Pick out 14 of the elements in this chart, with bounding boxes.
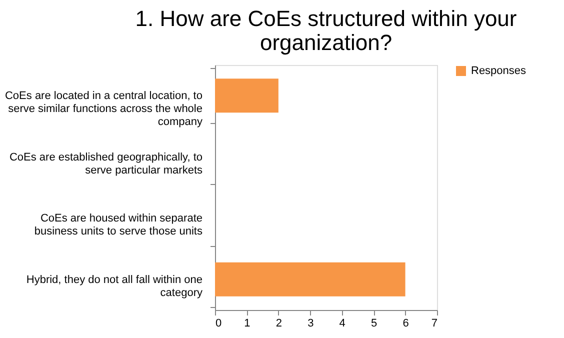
chart-title: 1. How are CoEs structured within your organization? <box>135 6 517 55</box>
y-tick-label: CoEs are established geographically, to serve particular markets <box>9 151 203 176</box>
x-tick-label: 2 <box>276 318 282 330</box>
x-tick-label: 3 <box>308 318 314 330</box>
legend-label: Responses <box>471 65 527 77</box>
x-tick-label: 7 <box>431 318 438 330</box>
x-tick-label: 6 <box>402 318 409 330</box>
y-tick-label: Hybrid, they do not all fall within one category <box>26 274 203 299</box>
x-tick-label: 0 <box>216 318 222 330</box>
y-tick-label: CoEs are housed within separate business units to serve those units <box>34 212 203 238</box>
x-tick-label: 4 <box>339 318 346 330</box>
x-tick-label: 1 <box>244 318 250 330</box>
x-tick-label: 5 <box>371 318 378 330</box>
y-tick-label: CoEs are located in a central location, to serve similar functions across the whole company <box>4 90 203 128</box>
